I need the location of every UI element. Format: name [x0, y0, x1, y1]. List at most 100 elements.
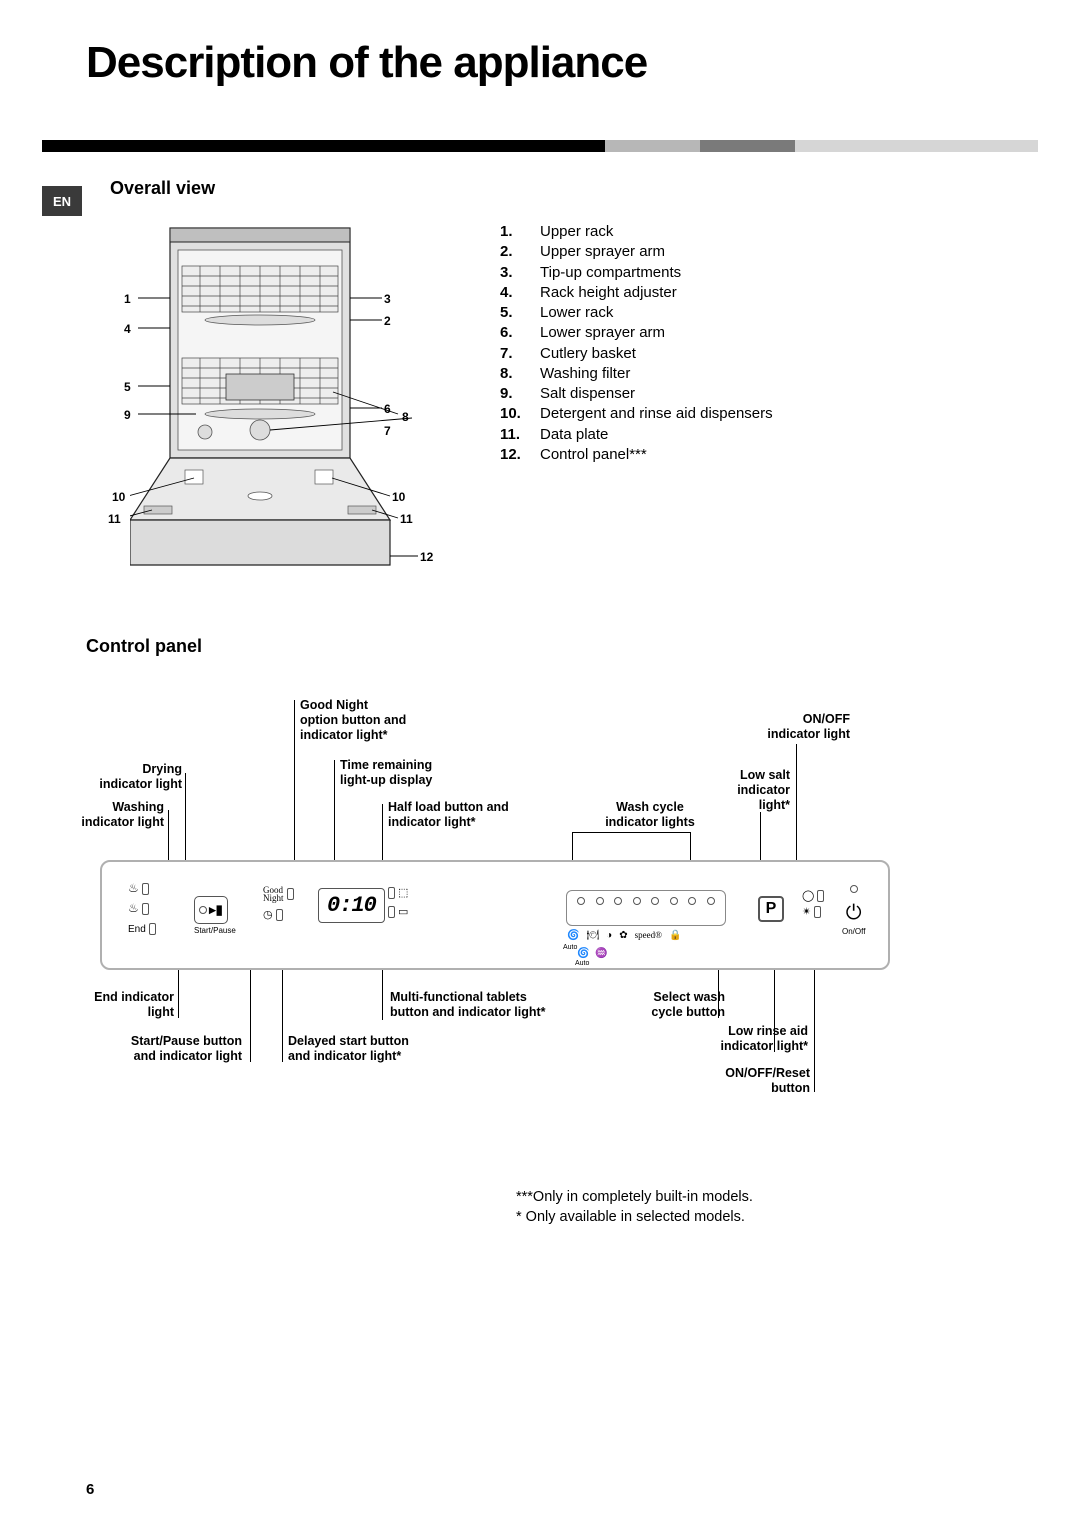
part-text: Washing filter [540, 364, 960, 384]
program-icon: 🔒 [669, 930, 681, 941]
callout-6: 6 [384, 402, 391, 416]
salt-indicator-icon: ◯ [802, 888, 824, 904]
part-number: 2. [500, 242, 540, 262]
list-item: 6.Lower sprayer arm [500, 323, 960, 343]
part-text: Upper sprayer arm [540, 242, 960, 262]
tablets-icon: ▭ [388, 905, 408, 918]
list-item: 1.Upper rack [500, 222, 960, 242]
washing-icon: ♨ [128, 898, 156, 918]
power-button: ⏻ On/Off [842, 884, 865, 936]
program-icon: 🌀 [577, 948, 589, 959]
callout-5: 5 [124, 380, 131, 394]
panel-inner: ♨ ♨ End ▸▮ Start/Pause Good Night ◷ 0:10… [108, 868, 882, 962]
part-number: 6. [500, 323, 540, 343]
half-load-icon: ⬚ [388, 886, 408, 899]
footnote: * Only available in selected models. [516, 1208, 753, 1228]
rule-segment [605, 140, 700, 152]
wash-cycle-led-strip: 🌀 🍽 ◑ ✿ speed® 🔒 Auto 🌀 Auto ♒ [566, 890, 726, 926]
label-start-pause: Start/Pause button and indicator light [62, 1034, 242, 1064]
delayed-start-icon: ◷ [263, 908, 294, 921]
program-icon: speed® [635, 930, 662, 941]
auto-label: Auto [563, 944, 577, 951]
callout-8: 8 [402, 410, 409, 424]
callout-3: 3 [384, 292, 391, 306]
part-text: Cutlery basket [540, 344, 960, 364]
callout-1: 1 [124, 292, 131, 306]
drying-icon: ♨ [128, 878, 156, 898]
label-end-ind: End indicator light [44, 990, 174, 1020]
part-number: 4. [500, 283, 540, 303]
footnotes: ***Only in completely built-in models. *… [516, 1188, 753, 1227]
label-delayed-start: Delayed start button and indicator light… [288, 1034, 409, 1064]
page-title: Description of the appliance [86, 38, 647, 88]
part-text: Detergent and rinse aid dispensers [540, 404, 960, 424]
p-button: P [758, 896, 784, 922]
program-icon: ✿ [619, 930, 627, 941]
program-icon: ♒ [595, 948, 607, 959]
language-tab: EN [42, 186, 82, 216]
header-rule [42, 140, 1038, 152]
part-number: 12. [500, 445, 540, 465]
part-number: 7. [500, 344, 540, 364]
label-time-remaining: Time remaining light-up display [340, 758, 432, 788]
callout-11b: 11 [400, 512, 413, 526]
control-panel-diagram: Good Night option button and indicator l… [50, 690, 930, 1130]
overall-view-heading: Overall view [110, 178, 215, 199]
start-pause-caption: Start/Pause [194, 926, 236, 935]
label-washing: Washing indicator light [44, 800, 164, 830]
auto-label: Auto [575, 960, 589, 967]
program-icon: 🌀 [567, 930, 579, 941]
list-item: 10.Detergent and rinse aid dispensers [500, 404, 960, 424]
list-item: 12.Control panel*** [500, 445, 960, 465]
appliance-diagram: 1 4 5 9 10 11 3 2 6 8 7 10 11 12 [130, 220, 440, 590]
part-number: 5. [500, 303, 540, 323]
label-on-off-ind: ON/OFF indicator light [710, 712, 850, 742]
callout-10a: 10 [112, 490, 125, 504]
list-item: 5.Lower rack [500, 303, 960, 323]
rule-segment [42, 140, 605, 152]
label-drying: Drying indicator light [62, 762, 182, 792]
part-number: 1. [500, 222, 540, 242]
parts-list: 1.Upper rack 2.Upper sprayer arm 3.Tip-u… [500, 222, 960, 465]
rinse-indicator-icon: ✴ [802, 904, 824, 920]
part-text: Lower rack [540, 303, 960, 323]
part-text: Rack height adjuster [540, 283, 960, 303]
label-on-off-reset: ON/OFF/Reset button [690, 1066, 810, 1096]
part-text: Data plate [540, 425, 960, 445]
list-item: 4.Rack height adjuster [500, 283, 960, 303]
end-label: End [128, 918, 156, 940]
start-pause-button: ▸▮ Start/Pause [194, 896, 236, 935]
callout-9: 9 [124, 408, 131, 422]
list-item: 11.Data plate [500, 425, 960, 445]
part-text: Lower sprayer arm [540, 323, 960, 343]
label-good-night: Good Night option button and indicator l… [300, 698, 406, 743]
program-icon: 🍽 [586, 930, 599, 941]
label-wash-cycle-ind: Wash cycle indicator lights [580, 800, 720, 830]
program-icon: ◑ [606, 930, 612, 941]
list-item: 3.Tip-up compartments [500, 263, 960, 283]
rule-segment [700, 140, 795, 152]
part-number: 11. [500, 425, 540, 445]
callout-12: 12 [420, 550, 433, 564]
part-text: Upper rack [540, 222, 960, 242]
list-item: 7.Cutlery basket [500, 344, 960, 364]
callout-10b: 10 [392, 490, 405, 504]
callout-11a: 11 [108, 512, 121, 526]
callout-2: 2 [384, 314, 391, 328]
good-night-icon: Good Night [263, 886, 294, 902]
footnote: ***Only in completely built-in models. [516, 1188, 753, 1208]
part-text: Control panel*** [540, 445, 960, 465]
part-number: 9. [500, 384, 540, 404]
part-number: 8. [500, 364, 540, 384]
control-panel-heading: Control panel [86, 636, 202, 657]
part-number: 3. [500, 263, 540, 283]
part-text: Salt dispenser [540, 384, 960, 404]
time-display: 0:10 [318, 888, 385, 923]
list-item: 2.Upper sprayer arm [500, 242, 960, 262]
part-number: 10. [500, 404, 540, 424]
list-item: 9.Salt dispenser [500, 384, 960, 404]
on-off-caption: On/Off [842, 927, 865, 936]
label-low-rinse: Low rinse aid indicator light* [648, 1024, 808, 1054]
callout-7: 7 [384, 424, 391, 438]
list-item: 8.Washing filter [500, 364, 960, 384]
